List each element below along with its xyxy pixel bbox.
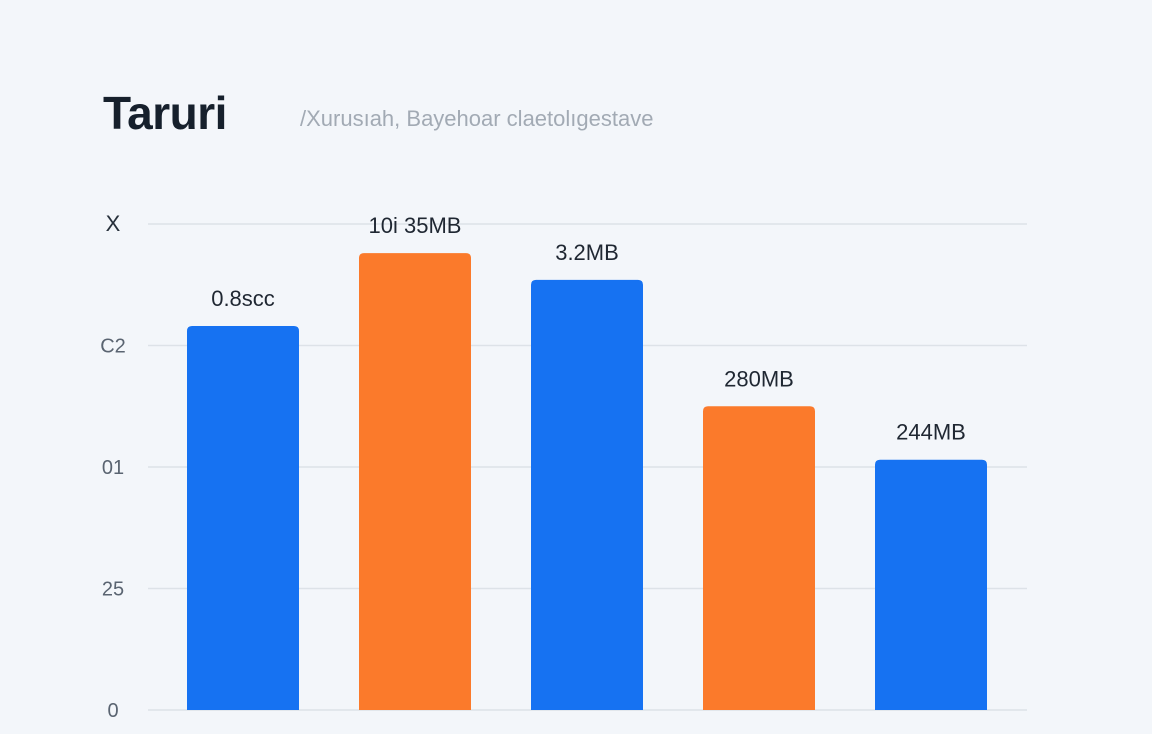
data-label: 244MB	[896, 420, 966, 445]
chart-subtitle: /Xurusıah, Bayehoar claetolıgestave	[300, 106, 654, 131]
data-label: 280MB	[724, 366, 794, 391]
y-tick-label: 0	[107, 700, 118, 722]
data-label: 3.2MB	[555, 240, 619, 265]
chart-title: Taruri	[103, 87, 227, 139]
bar	[875, 459, 987, 710]
bar	[531, 279, 643, 710]
data-label: 10i 35MB	[369, 213, 462, 238]
y-tick-label: C2	[100, 336, 126, 358]
bar	[703, 406, 815, 710]
data-label: 0.8scc	[211, 286, 275, 311]
bar	[187, 326, 299, 710]
y-tick-label: X	[106, 211, 121, 236]
bar	[359, 253, 471, 710]
y-tick-label: 25	[102, 579, 124, 601]
y-tick-label: 01	[102, 457, 124, 479]
